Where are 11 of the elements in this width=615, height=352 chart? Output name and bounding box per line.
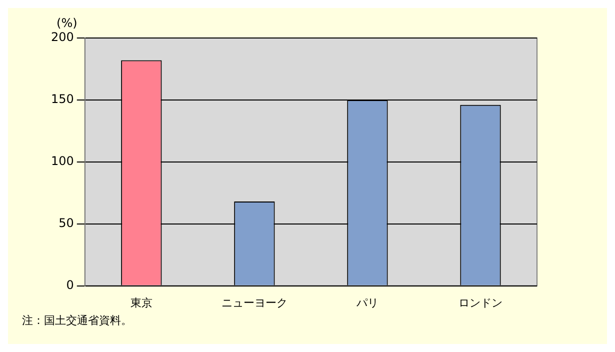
x-tick-label: 東京	[130, 296, 152, 310]
y-tick-label: 150	[51, 92, 74, 106]
y-tick-label: 0	[66, 278, 74, 292]
y-tick-label: 100	[51, 154, 74, 168]
y-tick-label: 200	[51, 30, 74, 44]
text: 注：国土交通省資料。	[21, 313, 133, 328]
x-tick-label: パリ	[355, 296, 378, 310]
x-tick-label: ニューヨーク	[221, 296, 288, 310]
x-tick-label: ロンドン	[458, 296, 502, 310]
y-axis-title: (%)	[56, 16, 78, 30]
y-tick-label: 50	[58, 216, 74, 230]
